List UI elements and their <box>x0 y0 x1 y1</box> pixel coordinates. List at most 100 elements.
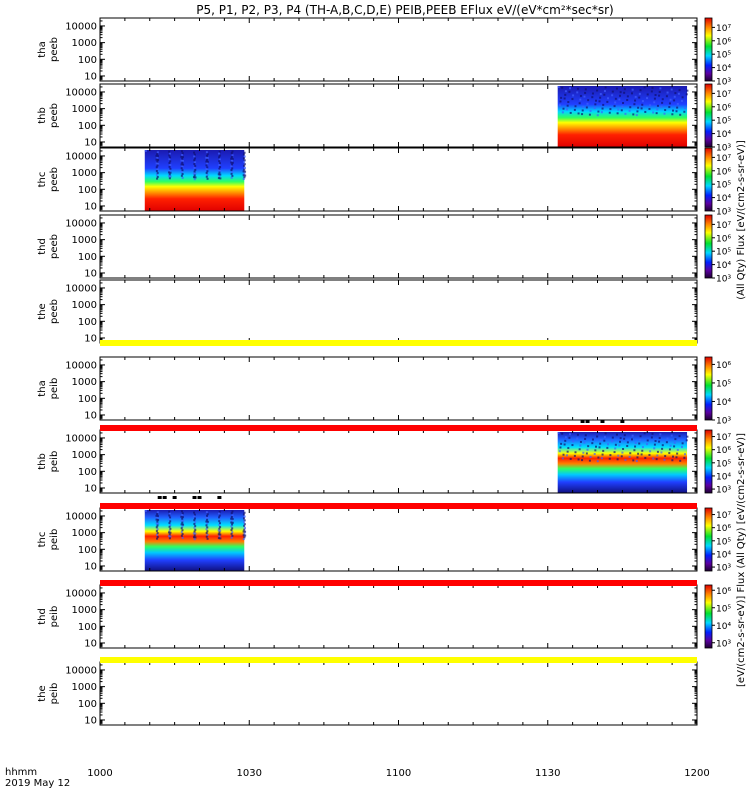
y-tick-label: 100 <box>78 317 97 328</box>
status-band-thc_peib <box>100 580 697 586</box>
noise-speck <box>664 455 667 458</box>
noise-speck <box>168 169 171 172</box>
noise-speck <box>641 446 644 449</box>
noise-speck <box>588 459 591 462</box>
noise-speck <box>680 445 683 448</box>
noise-speck <box>615 87 618 90</box>
noise-speck <box>576 437 579 440</box>
noise-speck <box>576 433 579 436</box>
noise-speck <box>243 155 246 158</box>
noise-speck <box>231 531 234 534</box>
noise-speck <box>635 460 638 463</box>
noise-speck <box>561 432 564 435</box>
y-tick-label: 1000 <box>72 235 97 246</box>
noise-speck <box>168 537 171 540</box>
noise-speck <box>181 161 184 164</box>
colorbar-tick-label: 10³ <box>716 417 731 427</box>
noise-speck <box>205 171 208 174</box>
noise-speck <box>578 448 581 451</box>
data-marker <box>217 496 222 499</box>
noise-speck <box>677 92 680 95</box>
noise-speck <box>650 436 653 439</box>
noise-speck <box>231 167 234 170</box>
noise-speck <box>613 451 616 454</box>
y-tick-label: 100 <box>78 699 97 710</box>
noise-speck <box>194 172 197 175</box>
noise-speck <box>243 166 246 169</box>
noise-speck <box>155 173 158 176</box>
noise-speck <box>206 520 209 523</box>
noise-speck <box>219 533 222 536</box>
noise-speck <box>218 520 221 523</box>
noise-speck <box>679 113 682 116</box>
noise-speck <box>646 439 649 442</box>
colorbar-tick-label: 10⁶ <box>716 446 731 456</box>
noise-speck <box>603 90 606 93</box>
noise-speck <box>169 167 172 170</box>
noise-speck <box>156 513 159 516</box>
noise-speck <box>566 454 568 457</box>
noise-speck <box>644 456 647 459</box>
noise-speck <box>609 108 612 111</box>
noise-speck <box>632 113 635 116</box>
noise-speck <box>597 110 600 113</box>
noise-speck <box>593 107 596 109</box>
noise-speck <box>194 528 197 531</box>
noise-speck <box>168 514 171 517</box>
noise-speck <box>156 172 159 175</box>
colorbar-tick-label: 10⁶ <box>716 587 731 597</box>
noise-speck <box>649 450 652 453</box>
noise-speck <box>168 150 171 153</box>
noise-speck <box>206 162 209 165</box>
noise-speck <box>587 99 590 102</box>
y-tick-label: 1000 <box>72 377 97 388</box>
noise-speck <box>623 91 626 94</box>
noise-speck <box>180 171 183 173</box>
colorbar <box>704 83 713 148</box>
y-tick-label: 10000 <box>65 218 97 229</box>
y-tick-label: 10000 <box>65 21 97 32</box>
noise-speck <box>218 518 221 521</box>
noise-speck <box>572 440 575 443</box>
noise-speck <box>619 440 621 443</box>
noise-speck <box>639 435 642 438</box>
noise-speck <box>563 443 566 446</box>
noise-speck <box>661 447 664 450</box>
colorbar-tick-label: 10⁶ <box>716 234 731 244</box>
colorbar-tick-label: 10⁶ <box>716 167 731 177</box>
noise-speck <box>155 514 158 517</box>
noise-speck <box>666 91 669 94</box>
noise-speck <box>243 532 246 535</box>
noise-speck <box>678 435 681 438</box>
colorbar-tick-label: 10⁵ <box>716 379 731 389</box>
noise-speck <box>585 452 588 455</box>
noise-speck <box>156 156 159 159</box>
noise-speck <box>566 104 569 107</box>
noise-speck <box>168 177 171 180</box>
noise-speck <box>144 150 147 152</box>
noise-speck <box>156 532 159 535</box>
x-axis-title-line1: hhmm <box>5 767 37 778</box>
noise-speck <box>638 442 641 445</box>
noise-speck <box>193 178 196 181</box>
noise-speck <box>181 173 184 176</box>
colorbar-tick-label: 10⁴ <box>716 550 731 560</box>
noise-speck <box>155 166 158 169</box>
colorbar-tick-label: 10³ <box>716 208 731 218</box>
noise-speck <box>563 97 566 100</box>
noise-speck <box>206 170 209 173</box>
noise-speck <box>231 527 234 530</box>
noise-speck <box>676 106 679 109</box>
noise-speck <box>603 93 606 96</box>
spectrogram-block <box>557 86 688 147</box>
noise-speck <box>654 440 657 442</box>
noise-speck <box>193 166 196 169</box>
colorbar-tick-label: 10³ <box>716 144 731 154</box>
noise-speck <box>180 510 183 513</box>
noise-speck <box>651 432 654 435</box>
noise-speck <box>648 453 651 456</box>
noise-speck <box>670 88 673 91</box>
noise-speck <box>588 113 591 116</box>
noise-speck <box>621 105 624 108</box>
noise-speck <box>674 92 677 95</box>
